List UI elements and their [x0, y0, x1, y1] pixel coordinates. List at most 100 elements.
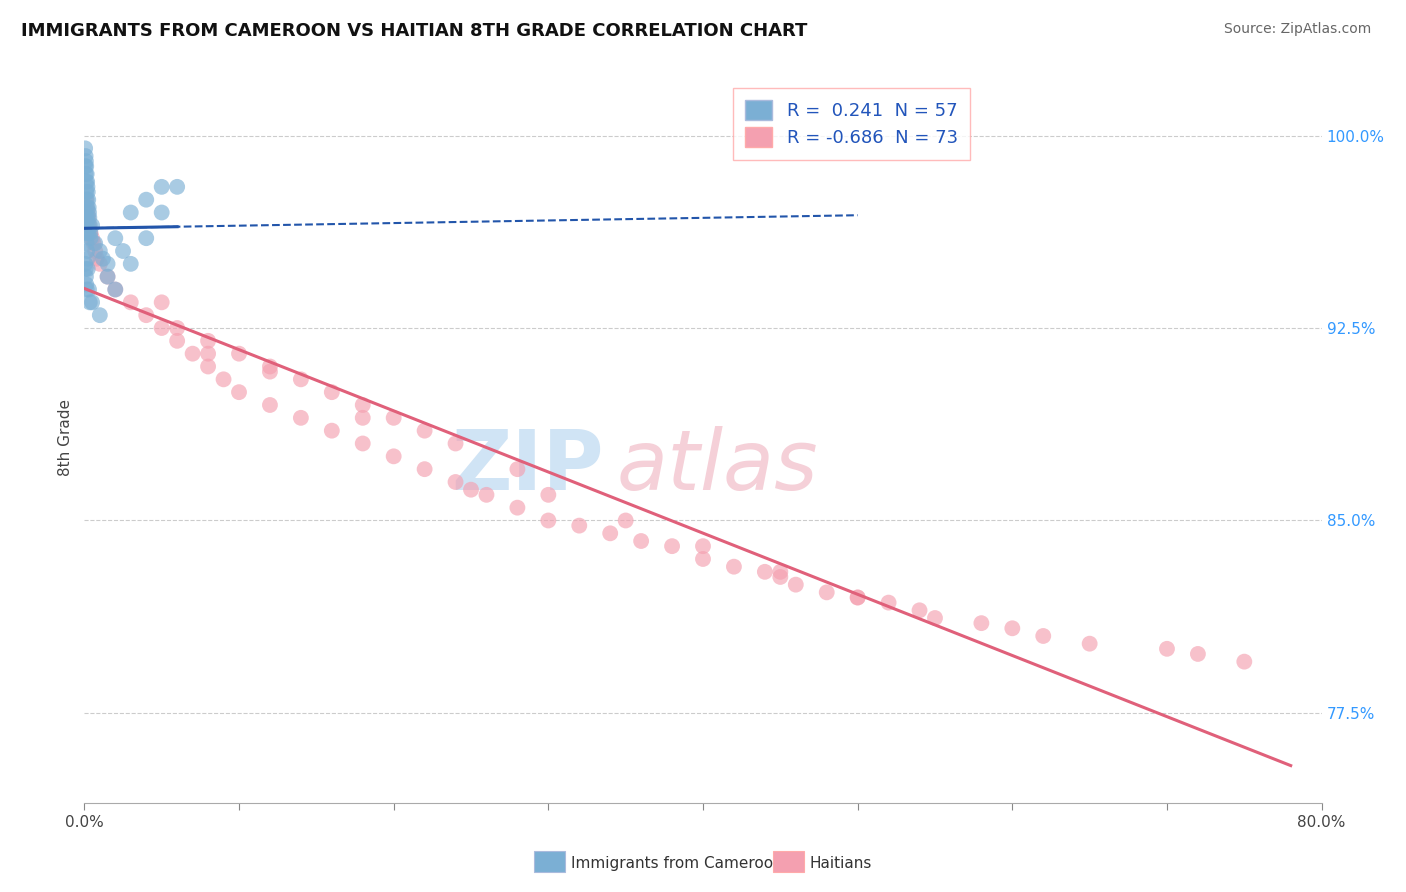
Point: [75, 159, 97, 173]
Point: [568, 518, 591, 533]
Point: [815, 585, 838, 599]
Point: [75, 269, 97, 284]
Point: [352, 436, 374, 450]
Point: [212, 372, 235, 386]
Point: [150, 179, 173, 194]
Point: [1187, 647, 1209, 661]
Point: [908, 603, 931, 617]
Point: [77, 226, 100, 240]
Point: [444, 436, 467, 450]
Point: [79, 219, 101, 233]
Point: [75, 149, 97, 163]
Point: [290, 372, 312, 386]
Point: [83, 236, 105, 251]
Point: [79, 295, 101, 310]
Point: [352, 398, 374, 412]
Point: [120, 295, 142, 310]
Point: [321, 424, 343, 438]
Point: [76, 185, 98, 199]
Point: [846, 591, 869, 605]
Point: [197, 346, 219, 360]
Point: [444, 475, 467, 489]
Point: [1156, 641, 1178, 656]
Point: [76, 211, 98, 225]
Point: [82, 295, 104, 310]
Point: [181, 346, 204, 360]
Point: [76, 179, 98, 194]
Point: [104, 231, 127, 245]
Point: [460, 483, 482, 497]
Point: [79, 211, 101, 225]
Point: [382, 450, 405, 464]
Point: [75, 277, 97, 292]
Point: [77, 205, 100, 219]
Point: [1032, 629, 1054, 643]
Point: [89, 257, 111, 271]
Point: [846, 591, 869, 605]
Point: [506, 500, 529, 515]
Point: [1233, 655, 1256, 669]
Point: [79, 231, 101, 245]
Point: [76, 236, 98, 251]
Point: [166, 179, 188, 194]
Point: [76, 283, 98, 297]
Point: [76, 252, 98, 266]
Point: [785, 577, 807, 591]
Text: IMMIGRANTS FROM CAMEROON VS HAITIAN 8TH GRADE CORRELATION CHART: IMMIGRANTS FROM CAMEROON VS HAITIAN 8TH …: [21, 22, 807, 40]
Point: [79, 226, 101, 240]
Point: [77, 193, 100, 207]
Point: [75, 185, 97, 199]
Point: [877, 596, 900, 610]
Point: [259, 365, 281, 379]
Point: [475, 488, 498, 502]
Point: [82, 231, 104, 245]
Point: [75, 175, 97, 189]
Point: [1001, 621, 1024, 635]
Point: [506, 462, 529, 476]
Point: [769, 565, 792, 579]
Text: Source: ZipAtlas.com: Source: ZipAtlas.com: [1223, 22, 1371, 37]
Point: [75, 211, 97, 225]
Point: [104, 283, 127, 297]
Point: [76, 193, 98, 207]
Point: [413, 424, 436, 438]
Point: [537, 488, 560, 502]
Point: [197, 359, 219, 374]
Point: [537, 514, 560, 528]
Point: [1078, 637, 1101, 651]
Point: [692, 539, 714, 553]
Point: [75, 193, 97, 207]
Point: [76, 175, 98, 189]
Point: [197, 334, 219, 348]
Point: [76, 167, 98, 181]
Point: [104, 283, 127, 297]
Point: [135, 193, 157, 207]
Point: [77, 211, 100, 225]
Point: [75, 154, 97, 169]
Point: [135, 231, 157, 245]
Point: [76, 219, 98, 233]
Point: [382, 410, 405, 425]
Point: [769, 570, 792, 584]
Point: [91, 252, 114, 266]
Point: [75, 159, 97, 173]
Point: [96, 257, 118, 271]
Point: [692, 552, 714, 566]
Point: [352, 410, 374, 425]
Point: [150, 295, 173, 310]
Y-axis label: 8th Grade: 8th Grade: [58, 399, 73, 475]
Point: [723, 559, 745, 574]
Point: [75, 141, 97, 155]
Point: [970, 616, 993, 631]
Point: [135, 308, 157, 322]
Text: Haitians: Haitians: [810, 856, 872, 871]
Point: [599, 526, 621, 541]
Point: [76, 244, 98, 258]
Point: [89, 244, 111, 258]
Point: [166, 334, 188, 348]
Point: [76, 262, 98, 277]
Point: [76, 205, 98, 219]
Point: [413, 462, 436, 476]
Point: [924, 611, 946, 625]
Point: [166, 321, 188, 335]
